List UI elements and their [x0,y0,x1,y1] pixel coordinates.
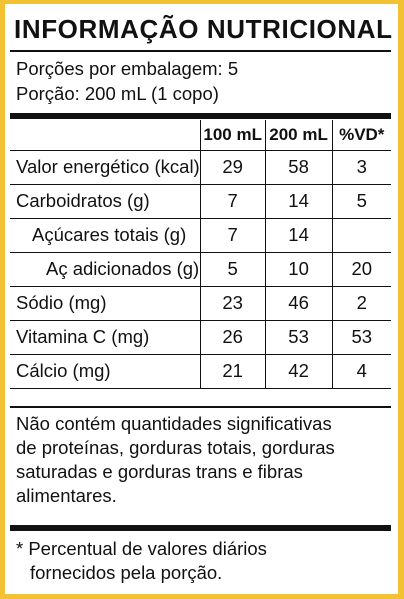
nutrient-label: Vitamina C (mg) [10,319,201,355]
value-100ml: 21 [199,353,266,389]
value-100ml: 26 [199,319,266,355]
label-title: INFORMAÇÃO NUTRICIONAL [14,14,393,44]
note-line: alimentares. [16,485,117,506]
value-vd: 53 [331,319,391,355]
value-200ml: 14 [264,183,333,219]
nutrient-label: Sódio (mg) [10,285,201,321]
table-bottom-rule [10,406,391,408]
note-line: saturadas e gorduras trans e fibras [16,461,303,482]
table-row: Aç adicionados (g) 5 10 20 [10,251,391,287]
value-200ml: 14 [264,217,333,253]
table-row: Valor energético (kcal) 29 58 3 [10,149,391,185]
value-vd: 4 [331,353,391,389]
value-vd: 2 [331,285,391,321]
nutrient-label: Cálcio (mg) [10,353,201,389]
nutrient-label: Valor energético (kcal) [10,149,201,185]
value-100ml: 7 [199,217,266,253]
value-100ml: 29 [199,149,266,185]
note-line: Não contém quantidades significativas [16,413,332,434]
table-row: Açúcares totais (g) 7 14 [10,217,391,253]
value-200ml: 42 [264,353,333,389]
column-header-200ml: 200 mL [264,120,333,151]
footnote-rule [10,525,391,531]
table-row: Carboidratos (g) 7 14 5 [10,183,391,219]
value-vd: 3 [331,149,391,185]
column-header [10,120,201,151]
footnote-line: fornecidos pela porção. [30,562,223,583]
table-row: Sódio (mg) 23 46 2 [10,285,391,321]
footnote-line: * Percentual de valores diários [16,538,267,559]
value-100ml: 5 [199,251,266,287]
header-rule [10,113,391,119]
serving-size: Porção: 200 mL (1 copo) [16,83,219,104]
value-vd [331,217,391,253]
value-100ml: 7 [199,183,266,219]
value-100ml: 23 [199,285,266,321]
nutrient-label: Carboidratos (g) [10,183,201,219]
value-200ml: 46 [264,285,333,321]
column-header-vd: %VD* [331,120,391,151]
value-200ml: 10 [264,251,333,287]
table-row: Cálcio (mg) 21 42 4 [10,353,391,389]
nutrition-table: 100 mL 200 mL %VD* Valor energético (kca… [10,120,391,389]
value-200ml: 53 [264,319,333,355]
title-rule [10,50,391,52]
footnote: * Percentual de valores diários fornecid… [16,537,267,585]
nutrient-label: Aç adicionados (g) [10,251,201,287]
nutrient-label: Açúcares totais (g) [10,217,201,253]
value-vd: 20 [331,251,391,287]
table-row: Vitamina C (mg) 26 53 53 [10,319,391,355]
table-header-row: 100 mL 200 mL %VD* [10,120,391,151]
note-line: de proteínas, gorduras totais, gorduras [16,437,335,458]
value-vd: 5 [331,183,391,219]
value-200ml: 58 [264,149,333,185]
nutrition-note: Não contém quantidades significativas de… [16,412,335,508]
column-header-100ml: 100 mL [199,120,266,151]
servings-per-package: Porções por embalagem: 5 [16,58,239,79]
